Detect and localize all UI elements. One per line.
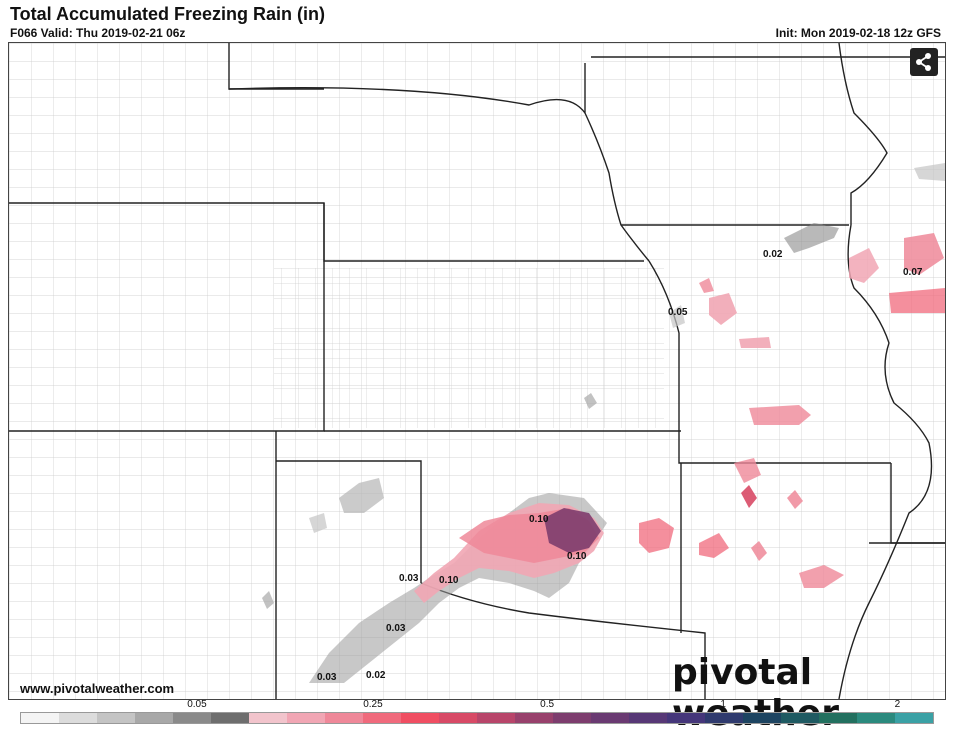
value-label: 0.02 (366, 670, 386, 681)
map-panel[interactable]: 0.02 0.07 0.05 0.10 0.10 0.03 0.10 0.03 … (8, 42, 946, 700)
legend-swatch (857, 713, 895, 723)
legend-tick: 1 (720, 699, 726, 710)
legend-swatch (249, 713, 287, 723)
legend-tick: 2 (894, 699, 901, 710)
value-label: 0.07 (903, 267, 923, 278)
value-label: 0.05 (668, 307, 688, 318)
site-url: www.pivotalweather.com (20, 681, 175, 696)
share-button[interactable] (910, 48, 938, 76)
map-canvas: 0.02 0.07 0.05 0.10 0.10 0.03 0.10 0.03 … (9, 43, 945, 699)
legend-swatch (325, 713, 363, 723)
legend-tick-labels: 0.05 0.25 0.5 1 2 (20, 699, 932, 711)
value-label: 0.02 (763, 249, 783, 260)
legend-tick: 0.05 (187, 699, 207, 710)
legend-swatch (97, 713, 135, 723)
legend-tick: 0.25 (363, 699, 383, 710)
value-label: 0.10 (439, 575, 459, 586)
legend-swatch (173, 713, 211, 723)
legend-swatch (135, 713, 173, 723)
legend-color-bar (20, 712, 934, 724)
legend-swatch (21, 713, 59, 723)
value-label: 0.03 (399, 573, 419, 584)
map-title: Total Accumulated Freezing Rain (in) (10, 4, 326, 24)
legend-swatch (477, 713, 515, 723)
legend-swatch (59, 713, 97, 723)
legend-swatch (401, 713, 439, 723)
init-time: Init: Mon 2019-02-18 12z GFS (775, 26, 941, 40)
legend-swatch (629, 713, 667, 723)
legend-swatch (211, 713, 249, 723)
legend-swatch (895, 713, 933, 723)
legend-swatch (781, 713, 819, 723)
legend-swatch (819, 713, 857, 723)
legend-swatch (743, 713, 781, 723)
legend-swatch (515, 713, 553, 723)
legend-swatch (705, 713, 743, 723)
value-label: 0.10 (567, 551, 587, 562)
freezing-rain-shading (262, 163, 945, 683)
legend-swatch (287, 713, 325, 723)
legend-swatch (667, 713, 705, 723)
legend-swatch (591, 713, 629, 723)
legend-swatch (363, 713, 401, 723)
value-label: 0.03 (386, 623, 406, 634)
value-label: 0.03 (317, 672, 337, 683)
value-label: 0.10 (529, 514, 549, 525)
share-icon (916, 53, 931, 71)
legend-swatch (439, 713, 477, 723)
state-boundaries (9, 43, 945, 699)
legend-swatch (553, 713, 591, 723)
value-labels: 0.02 0.07 0.05 0.10 0.10 0.03 0.10 0.03 … (317, 249, 923, 683)
valid-time: F066 Valid: Thu 2019-02-21 06z (10, 26, 186, 40)
legend-tick: 0.5 (540, 699, 555, 710)
kansas-counties (274, 268, 664, 428)
